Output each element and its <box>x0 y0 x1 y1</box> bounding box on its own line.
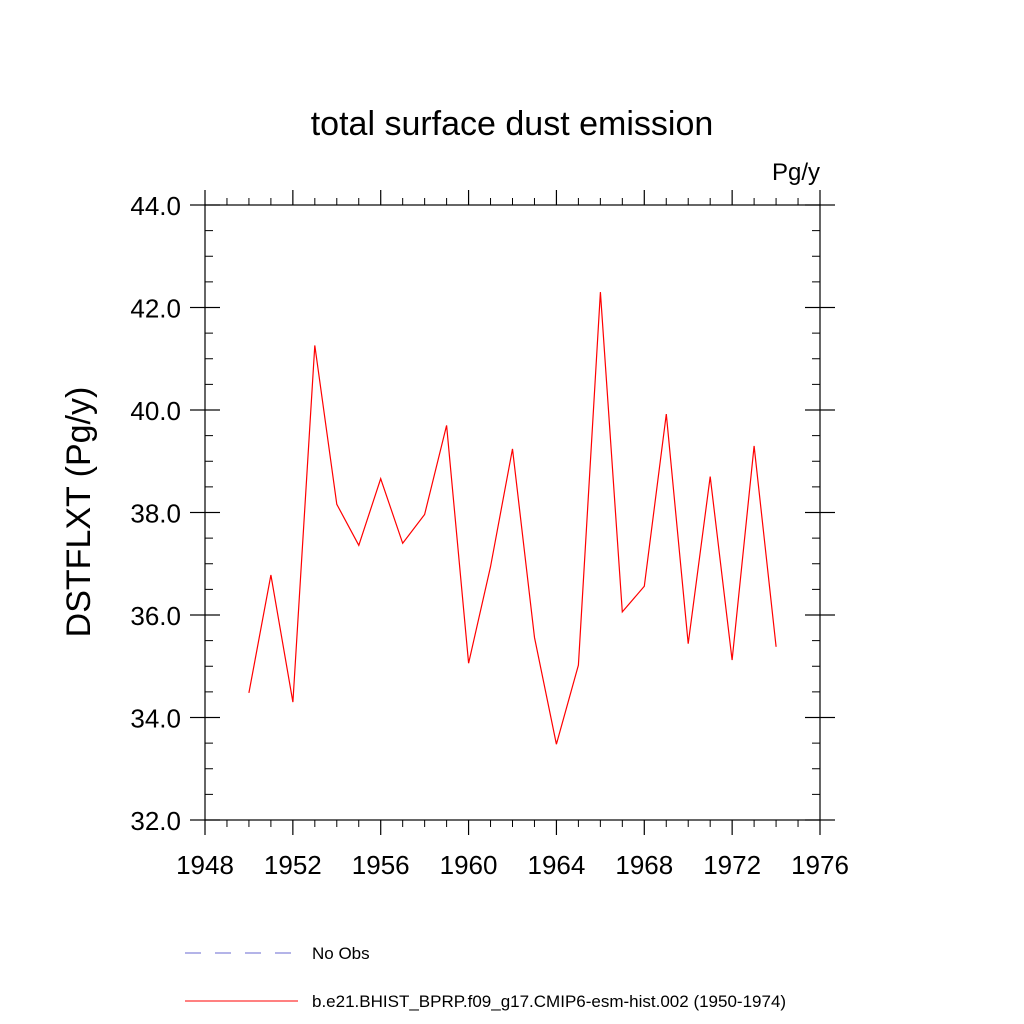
plot-frame <box>204 204 821 821</box>
data-point <box>731 659 734 662</box>
legend: No Obs b.e21.BHIST_BPRP.f09_g17.CMIP6-esm… <box>185 944 786 1011</box>
legend-label-1: b.e21.BHIST_BPRP.f09_g17.CMIP6-esm-hist.… <box>312 992 786 1011</box>
data-point <box>313 344 316 347</box>
data-point <box>269 574 272 577</box>
y-tick-label: 32.0 <box>130 806 181 836</box>
data-point <box>291 701 294 704</box>
x-tick-label: 1960 <box>440 850 498 880</box>
data-point <box>423 513 426 516</box>
chart-title: total surface dust emission <box>311 105 714 143</box>
data-point <box>753 444 756 447</box>
data-point <box>687 642 690 645</box>
y-axis-label: DSTFLXT (Pg/y) <box>60 387 98 638</box>
y-tick-label: 40.0 <box>130 396 181 426</box>
data-point <box>643 585 646 588</box>
y-tick-label: 42.0 <box>130 294 181 324</box>
x-tick-label: 1964 <box>528 850 586 880</box>
data-point <box>335 503 338 506</box>
data-point <box>445 424 448 427</box>
axes: 1948 1952 1956 1960 1964 1968 1972 1976 32.0 34.0… <box>130 190 849 880</box>
data-point <box>467 662 470 665</box>
units-label: Pg/y <box>772 159 820 186</box>
y-tick-label: 34.0 <box>130 704 181 734</box>
data-point <box>511 447 514 450</box>
series-layer <box>247 291 778 746</box>
data-point <box>357 544 360 547</box>
data-point <box>621 610 624 613</box>
x-tick-label: 1976 <box>791 850 849 880</box>
legend-label-0: No Obs <box>312 944 370 963</box>
x-tick-label: 1972 <box>703 850 761 880</box>
x-tick-label: 1956 <box>352 850 410 880</box>
data-point <box>379 477 382 480</box>
data-point <box>665 413 668 416</box>
x-tick-label: 1948 <box>176 850 234 880</box>
data-point <box>577 664 580 667</box>
data-point <box>775 645 778 648</box>
data-point <box>599 291 602 294</box>
x-tick-label: 1952 <box>264 850 322 880</box>
data-point <box>489 565 492 568</box>
y-tick-label: 44.0 <box>130 191 181 221</box>
data-point <box>555 743 558 746</box>
y-tick-label: 38.0 <box>130 499 181 529</box>
data-point <box>247 691 250 694</box>
x-tick-label: 1968 <box>615 850 673 880</box>
y-tick-label: 36.0 <box>130 601 181 631</box>
data-point <box>709 475 712 478</box>
data-point <box>401 542 404 545</box>
data-point <box>533 636 536 639</box>
series-line-0 <box>248 292 777 745</box>
